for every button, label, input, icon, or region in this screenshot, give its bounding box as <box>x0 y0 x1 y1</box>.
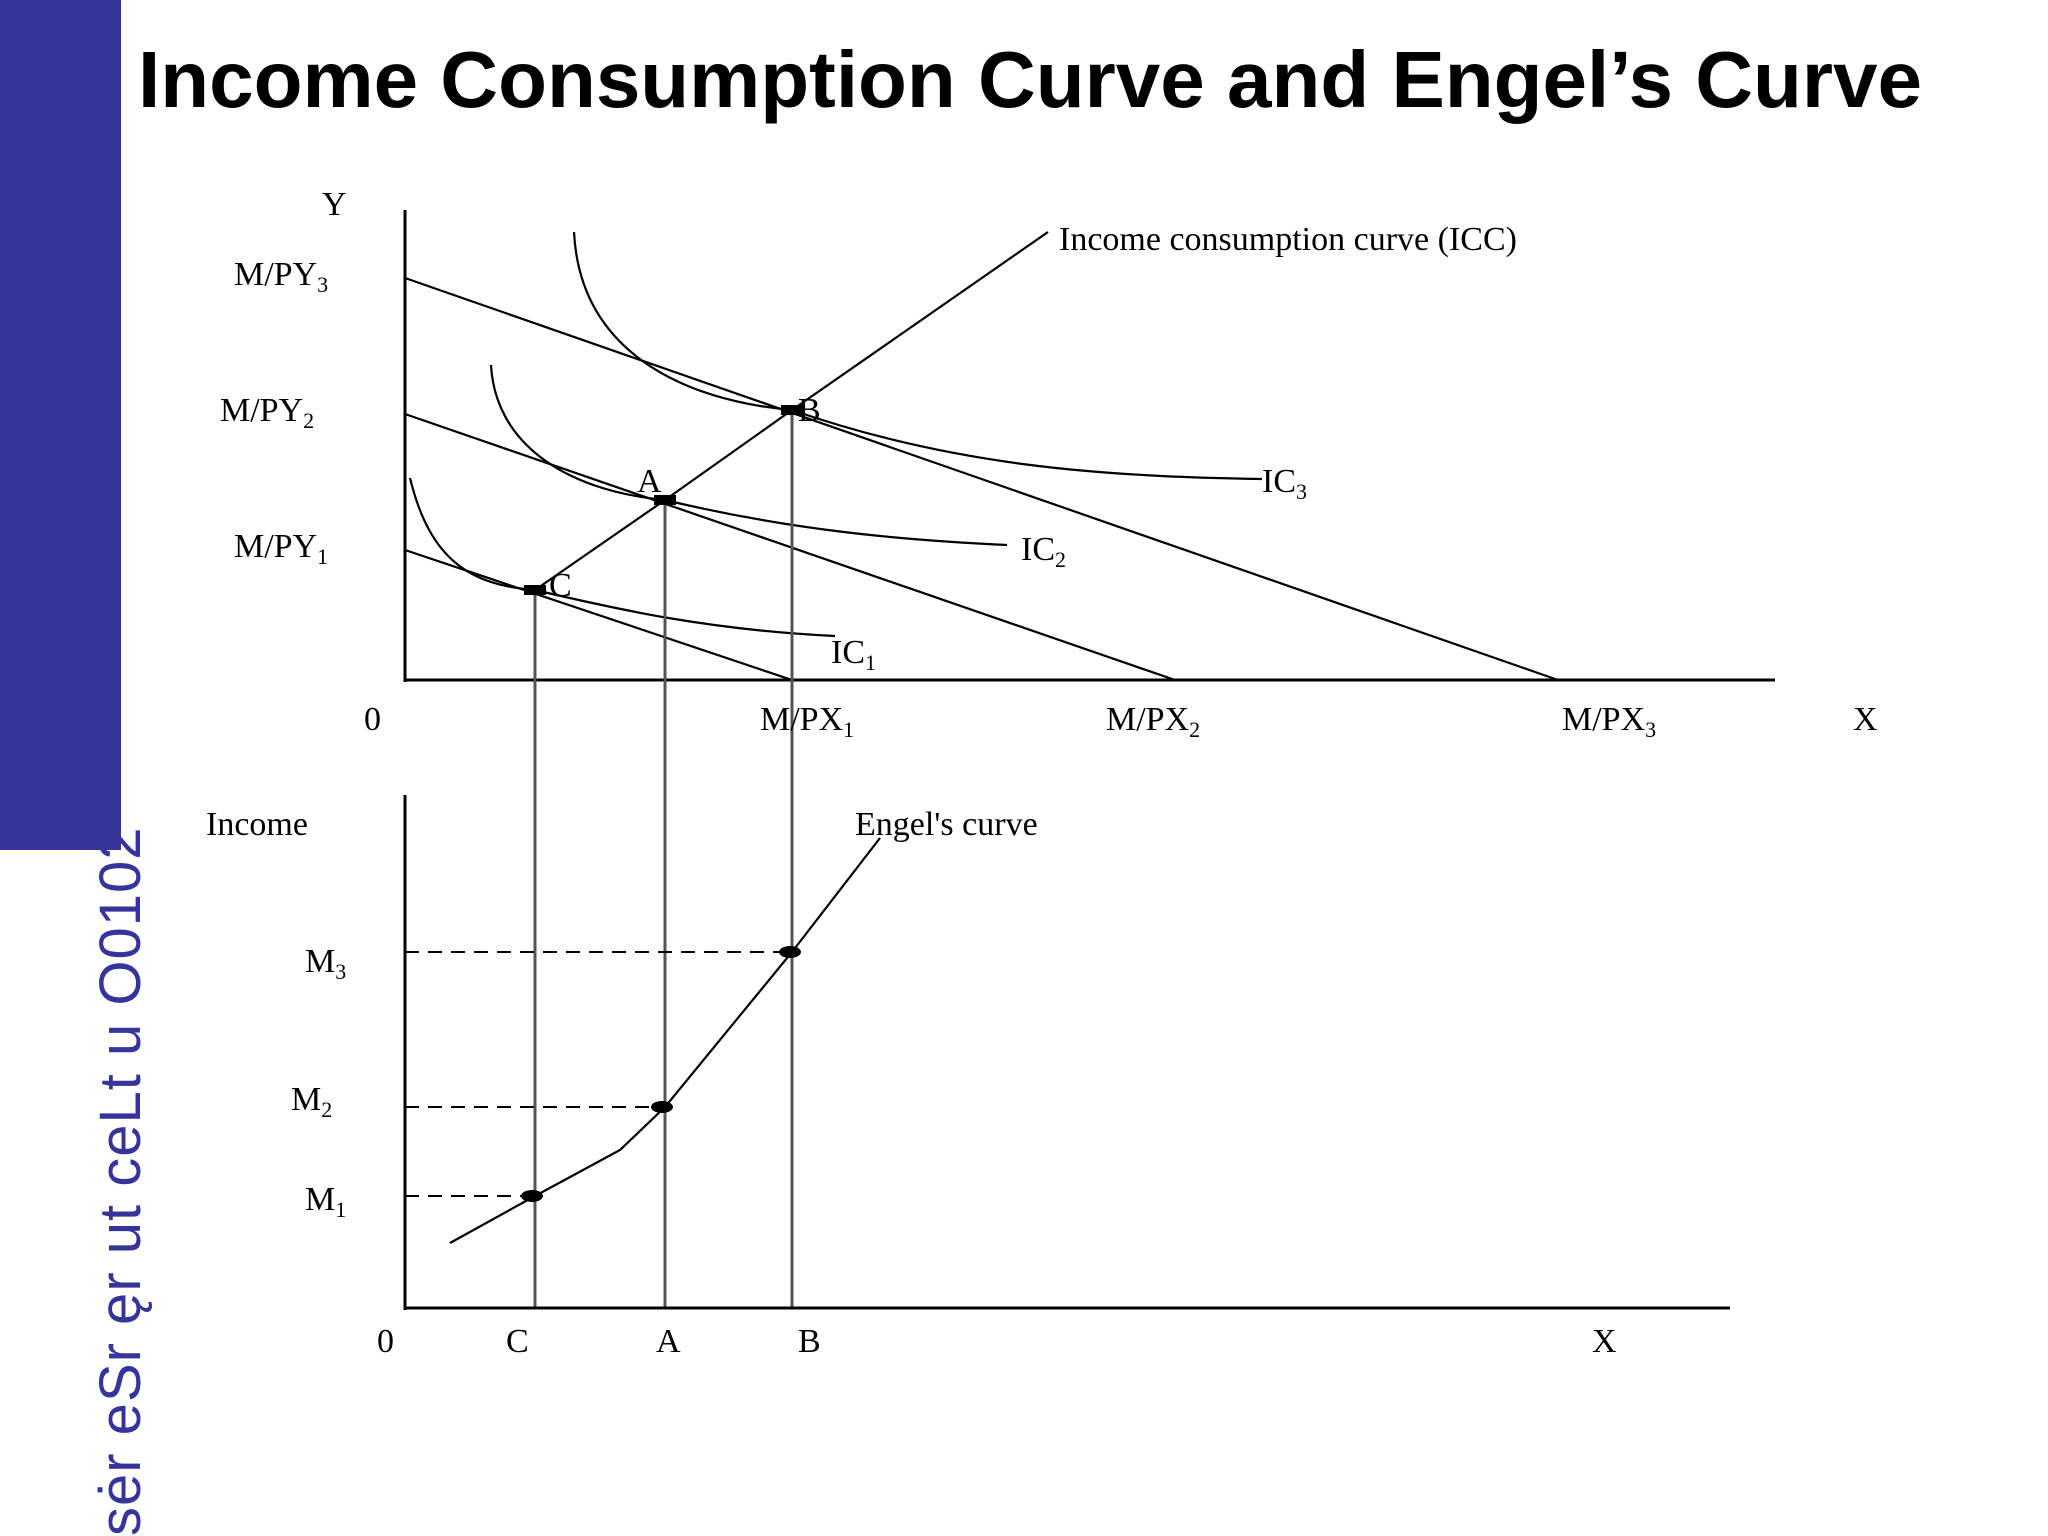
y-intercept-3-label: M/PY3 <box>234 256 328 297</box>
indifference-curve-3 <box>572 231 1263 481</box>
slide-title: Income Consumption Curve and Engel’s Cur… <box>138 35 1922 124</box>
top-y-axis-label: Y <box>322 186 347 223</box>
engel-point-m3 <box>779 946 801 958</box>
point-b-marker <box>781 405 803 415</box>
top-origin-label: 0 <box>364 701 381 738</box>
y-intercept-1-label: M/PY1 <box>234 528 328 569</box>
point-a-label: A <box>637 463 662 500</box>
x-tick-c: C <box>506 1323 529 1360</box>
point-c-marker <box>524 585 546 595</box>
engel-point-m1 <box>521 1190 543 1202</box>
y-intercept-2-label: M/PY2 <box>220 392 314 433</box>
x-tick-b: B <box>798 1323 821 1360</box>
x-tick-a: A <box>656 1323 681 1360</box>
budget-line-3 <box>404 276 1559 682</box>
income-consumption-curve <box>534 231 1049 591</box>
engel-point-m2 <box>651 1101 673 1113</box>
point-c-label: C <box>549 567 572 604</box>
x-intercept-3-label: M/PX3 <box>1562 701 1656 742</box>
sidebar-accent-bar <box>0 0 121 850</box>
income-m1-label: M1 <box>305 1181 346 1222</box>
x-intercept-1-label: M/PX1 <box>760 701 854 742</box>
ic1-label: IC1 <box>831 634 876 675</box>
engel-curve-label: Engel's curve <box>855 806 1038 843</box>
budget-line-2 <box>404 412 1176 682</box>
indifference-curve-2 <box>489 364 1008 547</box>
income-m2-label: M2 <box>291 1081 332 1122</box>
x-intercept-2-label: M/PX2 <box>1106 701 1200 742</box>
icc-label: Income consumption curve (ICC) <box>1059 221 1517 258</box>
point-b-label: B <box>798 392 821 429</box>
bottom-y-axis-label: Income <box>206 806 308 843</box>
point-a-marker <box>654 495 676 505</box>
top-x-axis-label: X <box>1853 701 1878 738</box>
engel-curve <box>449 837 881 1244</box>
bottom-x-axis-label: X <box>1592 1323 1617 1360</box>
ic2-label: IC2 <box>1021 531 1066 572</box>
income-m3-label: M3 <box>305 943 346 984</box>
indifference-curve-1 <box>408 477 836 638</box>
bottom-origin-label: 0 <box>377 1323 394 1360</box>
ic3-label: IC3 <box>1262 463 1307 504</box>
